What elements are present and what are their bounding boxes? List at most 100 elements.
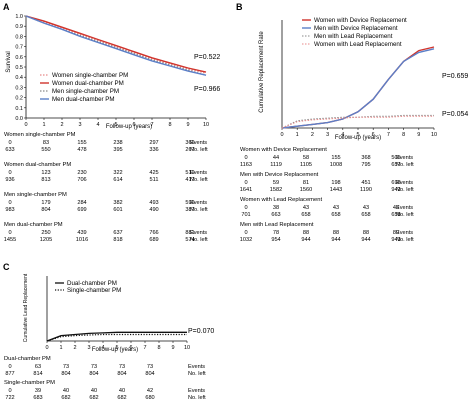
panel-a-table-events-cell: 123 xyxy=(41,170,50,176)
panel-b-table-events-cell: 78 xyxy=(273,230,279,236)
panel-c-table-left-cell: 682 xyxy=(89,395,98,401)
panel-a-xtick-label: 0 xyxy=(24,122,27,128)
panel-c-series-line-1 xyxy=(46,331,187,342)
panel-a-table-events-label: Events xyxy=(190,140,207,146)
panel-c-plot: Cumulative Lead Replacement Follow-up (y… xyxy=(23,273,214,353)
panel-b-table-events-cell: 0 xyxy=(244,180,247,186)
panel-c-xtick-label: 3 xyxy=(87,345,90,351)
panel-b-table-events-cell: 59 xyxy=(273,180,279,186)
panel-b-table-left-cell: 1032 xyxy=(240,237,252,243)
panel-a-table-events-cell: 297 xyxy=(149,140,158,146)
panel-a-xtick-label: 9 xyxy=(186,122,189,128)
panel-b-legend-label: Women with Lead Replacement xyxy=(314,41,402,48)
panel-a-ylabel: Survival xyxy=(6,51,12,72)
panel-a-table-events-cell: 238 xyxy=(113,140,122,146)
panel-b-pvalue-2: P=0.054 xyxy=(442,111,468,118)
panel-b-table-events-cell: 43 xyxy=(333,205,339,211)
panel-b-table-left-cell: 944 xyxy=(331,237,340,243)
panel-a-table-left-cell: 804 xyxy=(41,207,50,213)
panel-b-table-left-cell: 942 xyxy=(391,187,400,193)
panel-b-table-row-label: Women with Device Replacement xyxy=(240,147,327,153)
panel-b-xtick-label: 7 xyxy=(387,132,390,138)
panel-b-table-left-label: No. left xyxy=(396,212,414,218)
panel-a-table-events-cell: 250 xyxy=(41,230,50,236)
panel-b-xlabel: Follow-up (years) xyxy=(335,135,381,141)
panel-b-xtick-label: 8 xyxy=(402,132,405,138)
panel-a-xtick-label: 1 xyxy=(42,122,45,128)
panel-b-table-left-cell: 663 xyxy=(271,212,280,218)
panel-a-table-left-label: No. left xyxy=(190,177,208,183)
panel-a-table-left-cell: 574 xyxy=(185,237,194,243)
panel-b-table-events-cell: 0 xyxy=(244,230,247,236)
panel-a-table-left-label: No. left xyxy=(190,147,208,153)
panel-b-table-left-cell: 658 xyxy=(361,212,370,218)
panel-a-table-left-label: No. left xyxy=(190,207,208,213)
panel-b-table-events-cell: 505 xyxy=(391,155,400,161)
panel-a-table-events-cell: 0 xyxy=(8,170,11,176)
panel-a-table-left-cell: 417 xyxy=(185,177,194,183)
panel-c-table-row-label: Dual-chamber PM xyxy=(4,356,51,362)
panel-a-table-left-cell: 689 xyxy=(149,237,158,243)
panel-b-table-left-cell: 1641 xyxy=(240,187,252,193)
panel-a-legend-label: Men dual-chamber PM xyxy=(52,96,115,103)
panel-b-table-row-label: Men with Device Replacement xyxy=(240,172,319,178)
panel-b-xtick-label: 2 xyxy=(311,132,314,138)
panel-b-table-left-cell: 658 xyxy=(391,212,400,218)
panel-b-legend-label: Women with Device Replacement xyxy=(314,17,407,24)
panel-c-table-events-cell: 0 xyxy=(8,364,11,370)
panel-b-table-left-cell: 1105 xyxy=(300,162,312,168)
panel-c-table-left-cell: 682 xyxy=(61,395,70,401)
panel-a-xtick-label: 5 xyxy=(114,122,117,128)
panel-a-table-events-label: Events xyxy=(190,170,207,176)
panel-a-table-events-cell: 382 xyxy=(113,200,122,206)
panel-a-table-left-cell: 1016 xyxy=(76,237,88,243)
panel-c-table-events-cell: 40 xyxy=(63,388,69,394)
panel-a-legend-label: Women single-chamber PM xyxy=(52,72,128,79)
panel-b-xtick-label: 9 xyxy=(417,132,420,138)
panel-b-table-events-cell: 44 xyxy=(273,155,279,161)
panel-a-table-events-cell: 637 xyxy=(113,230,122,236)
panel-b-series-line-2 xyxy=(281,48,435,129)
panel-b-xtick-label: 6 xyxy=(372,132,375,138)
panel-b-table-left-label: No. left xyxy=(396,237,414,243)
panel-a-ytick-label: 0.2 xyxy=(15,96,23,102)
panel-c-legend-label: Single-chamber PM xyxy=(67,287,121,294)
panel-a-ytick-label: 0.7 xyxy=(15,45,23,51)
panel-a-table-events-cell: 83 xyxy=(43,140,49,146)
panel-c-xtick-label: 9 xyxy=(171,345,174,351)
panel-a-table-events-cell: 0 xyxy=(8,200,11,206)
panel-c-table-left-cell: 682 xyxy=(117,395,126,401)
panel-b-series-line-4 xyxy=(281,115,434,129)
panel-c-xtick-label: 6 xyxy=(129,345,132,351)
panel-c-table-events-cell: 73 xyxy=(119,364,125,370)
panel-a-table-left-cell: 478 xyxy=(77,147,86,153)
panel-b-table-events-label: Events xyxy=(396,230,413,236)
panel-b-table-left-cell: 657 xyxy=(391,162,400,168)
panel-a-ytick-label: 0.4 xyxy=(15,75,23,81)
panel-b-table-events-label: Events xyxy=(396,155,413,161)
panel-b-table-events-cell: 43 xyxy=(363,205,369,211)
panel-a-pvalue-2: P=0.966 xyxy=(194,86,220,93)
panel-c-legend-label: Dual-chamber PM xyxy=(67,280,117,287)
panel-c-table-left-cell: 683 xyxy=(33,395,42,401)
panel-b-table-left-cell: 1163 xyxy=(240,162,252,168)
panel-a-xtick-label: 4 xyxy=(96,122,99,128)
panel-a-table-events-cell: 179 xyxy=(41,200,50,206)
panel-b-xtick-label: 1 xyxy=(296,132,299,138)
panel-b-table-events-cell: 368 xyxy=(361,155,370,161)
panel-b-table-left-cell: 1190 xyxy=(360,187,372,193)
panel-a-table-left-cell: 1205 xyxy=(40,237,52,243)
panel-a-table-events-cell: 366 xyxy=(185,140,194,146)
panel-a-table-left-cell: 614 xyxy=(113,177,122,183)
panel-a-table-events-cell: 322 xyxy=(113,170,122,176)
panel-a-table-events-cell: 766 xyxy=(149,230,158,236)
panel-b-table-row-label: Men with Lead Replacement xyxy=(240,222,314,228)
panel-b-table-events-cell: 451 xyxy=(361,180,370,186)
panel-b-xtick-label: 10 xyxy=(431,132,437,138)
panel-a-table-left-cell: 601 xyxy=(113,207,122,213)
panel-a-table-left-cell: 818 xyxy=(113,237,122,243)
panel-a-table-left-cell: 336 xyxy=(149,147,158,153)
panel-b-table-events-label: Events xyxy=(396,180,413,186)
